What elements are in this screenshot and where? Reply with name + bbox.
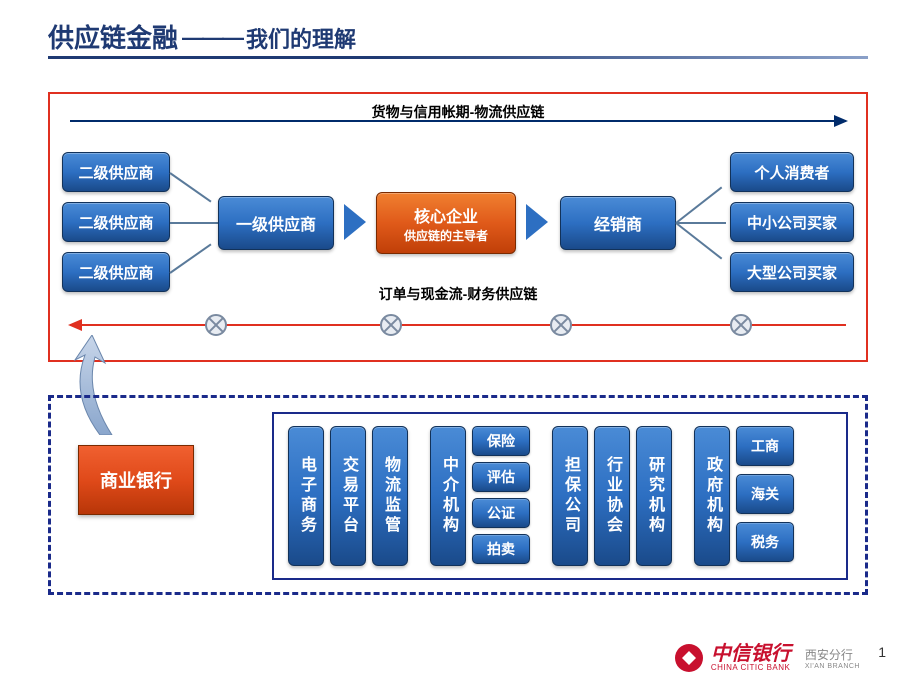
- branch-cn: 西安分行: [805, 646, 860, 663]
- finance-label: 订单与现金流-财务供应链: [50, 284, 866, 304]
- svc-appraisal: 评估: [472, 462, 530, 492]
- tier2-supplier-1: 二级供应商: [62, 152, 170, 192]
- connector: [675, 222, 722, 259]
- buyer-consumer: 个人消费者: [730, 152, 854, 192]
- logistics-label: 货物与信用帐期-物流供应链: [50, 102, 866, 122]
- svc-trading: 交易平台: [330, 426, 366, 566]
- citic-logo-icon: [675, 644, 703, 672]
- citic-logo-text: 中信银行 CHINA CITIC BANK: [711, 644, 791, 672]
- fat-arrow-2: [526, 204, 548, 240]
- gov-saic: 工商: [736, 426, 794, 466]
- fat-arrow-1: [344, 204, 366, 240]
- svc-notary: 公证: [472, 498, 530, 528]
- tier2-supplier-2: 二级供应商: [62, 202, 170, 242]
- core-enterprise: 核心企业 供应链的主导者: [376, 192, 516, 254]
- connector: [676, 222, 726, 224]
- branch-en: XI'AN BRANCH: [805, 663, 860, 670]
- connector: [170, 222, 218, 224]
- svc-ecommerce: 电子商务: [288, 426, 324, 566]
- svc-gov: 政府机构: [694, 426, 730, 566]
- gov-customs: 海关: [736, 474, 794, 514]
- svc-auction: 拍卖: [472, 534, 530, 564]
- title-underline: [48, 56, 868, 59]
- svc-intermediary: 中介机构: [430, 426, 466, 566]
- dealer: 经销商: [560, 196, 676, 250]
- connector: [675, 187, 722, 224]
- bank-name-cn: 中信银行: [711, 644, 791, 664]
- gov-tax: 税务: [736, 522, 794, 562]
- supply-chain-frame: 货物与信用帐期-物流供应链 二级供应商 二级供应商 二级供应商 一级供应商 核心…: [48, 92, 868, 362]
- title-main: 供应链金融: [48, 18, 178, 55]
- slide-title: 供应链金融 ——— 我们的理解: [48, 18, 356, 55]
- page-number: 1: [878, 644, 886, 660]
- buyer-sme: 中小公司买家: [730, 202, 854, 242]
- svc-guarantee: 担保公司: [552, 426, 588, 566]
- valve-icon: [730, 314, 752, 336]
- tier1-supplier: 一级供应商: [218, 196, 334, 250]
- connector: [169, 172, 211, 202]
- title-sub: 我们的理解: [246, 22, 356, 54]
- svc-insurance: 保险: [472, 426, 530, 456]
- svc-research: 研究机构: [636, 426, 672, 566]
- valve-icon: [380, 314, 402, 336]
- valve-icon: [205, 314, 227, 336]
- commercial-bank: 商业银行: [78, 445, 194, 515]
- bank-name-en: CHINA CITIC BANK: [711, 664, 791, 672]
- title-dash: ———: [182, 25, 242, 51]
- footer-logo: 中信银行 CHINA CITIC BANK 西安分行 XI'AN BRANCH: [675, 644, 860, 672]
- core-line2: 供应链的主导者: [404, 227, 488, 244]
- branch-text: 西安分行 XI'AN BRANCH: [805, 646, 860, 670]
- core-line1: 核心企业: [414, 203, 478, 227]
- valve-icon: [550, 314, 572, 336]
- svc-assoc: 行业协会: [594, 426, 630, 566]
- forward-arrow: [70, 120, 846, 122]
- connector: [169, 244, 211, 274]
- svc-logistics: 物流监管: [372, 426, 408, 566]
